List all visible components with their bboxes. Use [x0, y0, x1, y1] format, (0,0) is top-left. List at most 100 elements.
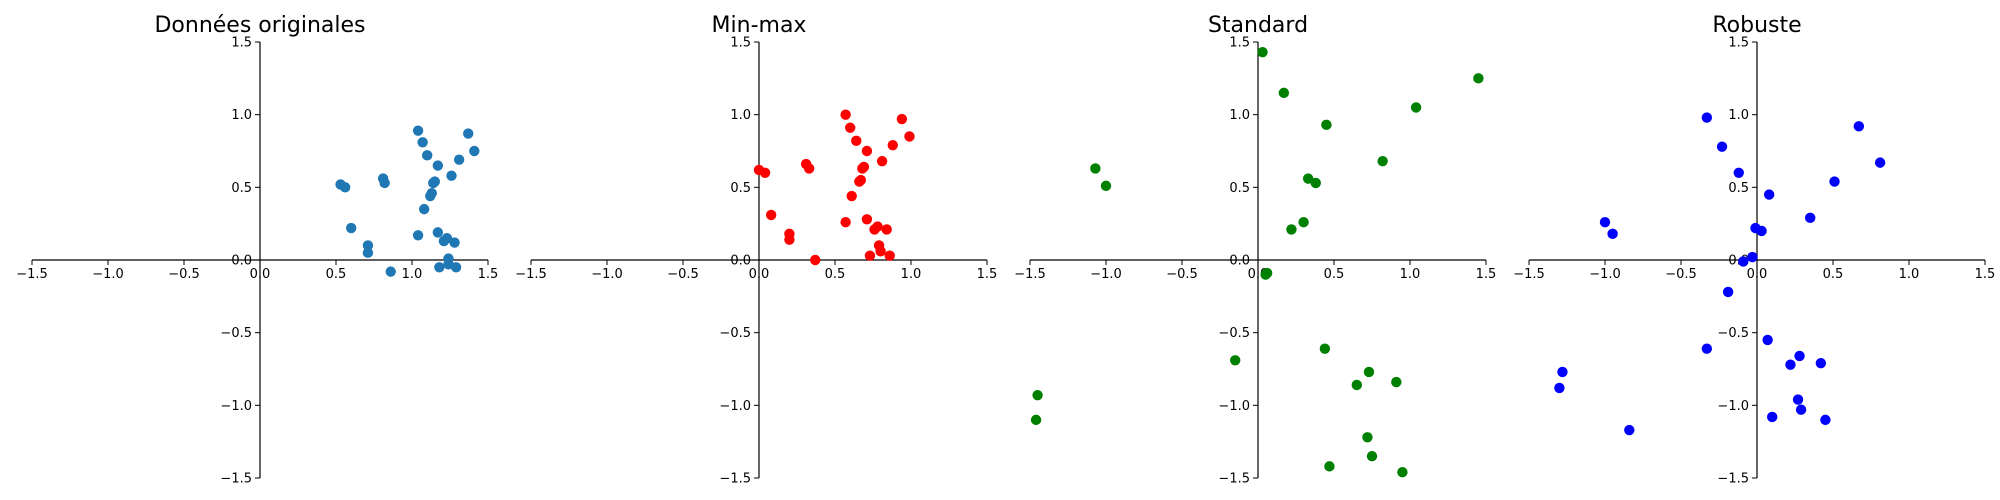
x-tick-label: −1.5 [16, 267, 48, 282]
scatter-point [412, 125, 424, 136]
scatter-point [432, 227, 444, 238]
scatter-point [1310, 177, 1321, 189]
scatter-point [904, 131, 915, 142]
y-tick-label: −0.5 [719, 326, 751, 341]
panel-title: Min-max [712, 13, 807, 38]
scatter-point [1805, 212, 1816, 224]
panel-robust: Robuste −1.5 −1.0 −0.5 0.0 0.5 1.0 1.5 −1.5 −1.0… [1513, 13, 1995, 487]
scatter-point [1815, 357, 1827, 369]
scatter-point [1756, 225, 1767, 237]
x-tick-label: −1.5 [515, 267, 547, 282]
y-tick-label: 0.5 [1229, 181, 1250, 196]
scatter-point [1286, 224, 1297, 235]
scatter-point [362, 240, 374, 251]
x-tick-label: 1.5 [977, 267, 998, 282]
scatter-point [1767, 411, 1778, 423]
panel-title: Données originales [154, 13, 365, 38]
y-tick-label: 0.0 [231, 254, 252, 269]
scatter-point [1230, 355, 1241, 366]
y-tick-label: 1.5 [730, 36, 751, 51]
scatter-point [851, 135, 862, 147]
scatter-point [1853, 121, 1865, 132]
scatter-point [426, 187, 437, 199]
scatter-point [1319, 343, 1331, 354]
x-tick-label: 1.0 [1400, 267, 1421, 282]
scatter-point [412, 230, 424, 241]
scatter-point [441, 233, 453, 244]
scatter-point [1257, 46, 1268, 58]
x-tick-label: 0.5 [825, 267, 846, 282]
scatter-point [1762, 334, 1773, 346]
scatter-point [1391, 376, 1402, 388]
scatter-point [1701, 112, 1713, 123]
scatter-point [339, 182, 351, 193]
scatter-point [1733, 167, 1744, 178]
y-tick-label: 1.0 [730, 108, 751, 123]
scatter-point [1747, 251, 1758, 263]
scatter-point [346, 222, 357, 234]
scatter-point [1321, 119, 1332, 131]
scatter-point [1362, 432, 1373, 443]
scatter-point [1377, 155, 1388, 167]
scatter-point [432, 160, 444, 171]
scatter-point [861, 145, 873, 157]
y-tick-label: −0.5 [1218, 326, 1250, 341]
x-tick-label: 1.5 [1975, 267, 1996, 282]
y-tick-label: 1.5 [1229, 36, 1250, 51]
scatter-point [896, 113, 908, 125]
scatter-point [1090, 163, 1101, 174]
scatter-point [1324, 461, 1335, 472]
scatter-point [855, 174, 867, 186]
scatter-point [449, 237, 460, 248]
scatter-point [1397, 466, 1408, 478]
scatter-point [1557, 366, 1568, 378]
x-tick-label: −0.5 [168, 267, 200, 282]
scatter-point [1722, 286, 1734, 298]
y-tick-label: −1.5 [719, 472, 751, 487]
panel-standard: Standard −1.5 −1.0 −0.5 0.0 0.5 1.0 1.5 −1.5 −1.… [1014, 13, 1496, 487]
scatter-point [385, 266, 396, 277]
x-tick-label: 1.0 [402, 267, 423, 282]
scatter-point [876, 155, 888, 167]
scatter-point [872, 221, 883, 232]
scatter-point [1738, 256, 1749, 267]
scatter-point [453, 154, 465, 165]
x-tick-label: −1.0 [1090, 267, 1122, 282]
x-tick-label: 0.0 [250, 267, 271, 282]
y-tick-label: −1.0 [220, 399, 252, 414]
scatter-point [418, 203, 430, 215]
scatter-point [1792, 394, 1804, 405]
x-tick-label: 0.0 [749, 267, 770, 282]
panel-original: Données originales −1.5 −1.0 −0.5 0.0 0.5 1.0… [16, 13, 498, 487]
panel-min-max: Min-max −1.5 −1.0 −0.5 0.0 0.5 1.0 1.5 −1.5 −1.0… [515, 13, 997, 487]
x-tick-label: 1.0 [1899, 267, 1920, 282]
scatter-point [784, 234, 795, 245]
scatter-point [1763, 189, 1775, 200]
scatter-point [450, 262, 462, 273]
scatter-point [428, 177, 439, 189]
scatter-point [1794, 350, 1805, 362]
x-tick-label: 0.5 [1324, 267, 1345, 282]
x-tick-label: −1.0 [1589, 267, 1621, 282]
x-tick-label: 1.5 [1476, 267, 1497, 282]
scatter-point [417, 137, 428, 148]
x-tick-label: 0.5 [326, 267, 347, 282]
x-tick-label: 0.5 [1823, 267, 1844, 282]
scatter-point [1716, 141, 1728, 152]
scatter-point [1701, 343, 1713, 354]
panel-title: Robuste [1712, 13, 1801, 38]
scatter-point [840, 109, 851, 120]
y-tick-label: 1.0 [1728, 108, 1749, 123]
scatter-point [1874, 157, 1886, 168]
scatter-point [463, 128, 474, 139]
scatter-point [1554, 382, 1565, 394]
scatter-point [875, 246, 886, 257]
x-tick-label: −0.5 [667, 267, 699, 282]
scatter-point [861, 214, 873, 225]
scatter-point [845, 122, 856, 133]
scatter-point [446, 170, 457, 181]
y-tick-label: −0.5 [1717, 326, 1749, 341]
scatter-point [857, 163, 868, 174]
y-tick-label: −0.5 [220, 326, 252, 341]
